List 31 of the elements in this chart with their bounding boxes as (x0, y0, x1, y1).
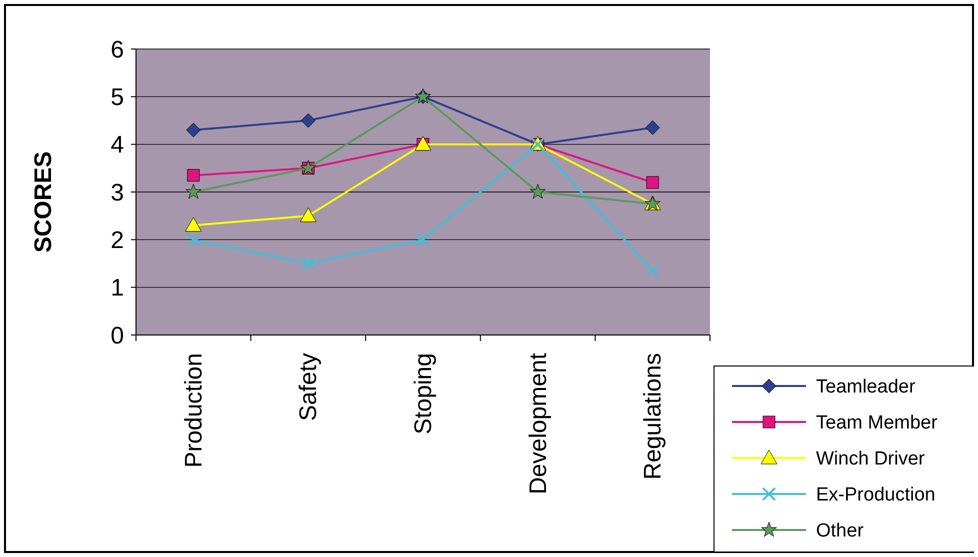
x-tick-label: Safety (295, 353, 322, 422)
y-tick-label: 1 (110, 274, 124, 302)
y-tick-label: 5 (110, 84, 124, 112)
x-tick-label: Production (180, 353, 208, 468)
legend-label: Winch Driver (816, 448, 926, 470)
point (301, 256, 316, 270)
point (645, 120, 660, 135)
y-tick-label: 0 (110, 322, 124, 350)
y-axis-title: SCORES (30, 151, 57, 253)
point (185, 217, 202, 232)
point (646, 176, 659, 189)
y-tick-label: 4 (110, 132, 124, 159)
point (300, 208, 316, 222)
legend-label: Ex-Production (816, 484, 936, 506)
y-tick-label: 2 (110, 227, 124, 254)
point (646, 264, 660, 278)
legend-label: Other (816, 520, 864, 542)
x-tick-label: Development (524, 352, 552, 494)
point (530, 184, 546, 199)
y-tick-label: 6 (110, 36, 124, 64)
point (187, 169, 200, 182)
point (186, 232, 200, 247)
legend-label: Teamleader (816, 376, 916, 398)
x-tick-label: Regulations (640, 353, 667, 480)
point (416, 232, 430, 247)
x-tick-label: Stoping (410, 353, 437, 434)
point (186, 184, 202, 199)
y-tick-label: 3 (110, 179, 124, 206)
legend-label: Team Member (816, 412, 938, 434)
point (300, 113, 316, 128)
point (186, 122, 201, 138)
